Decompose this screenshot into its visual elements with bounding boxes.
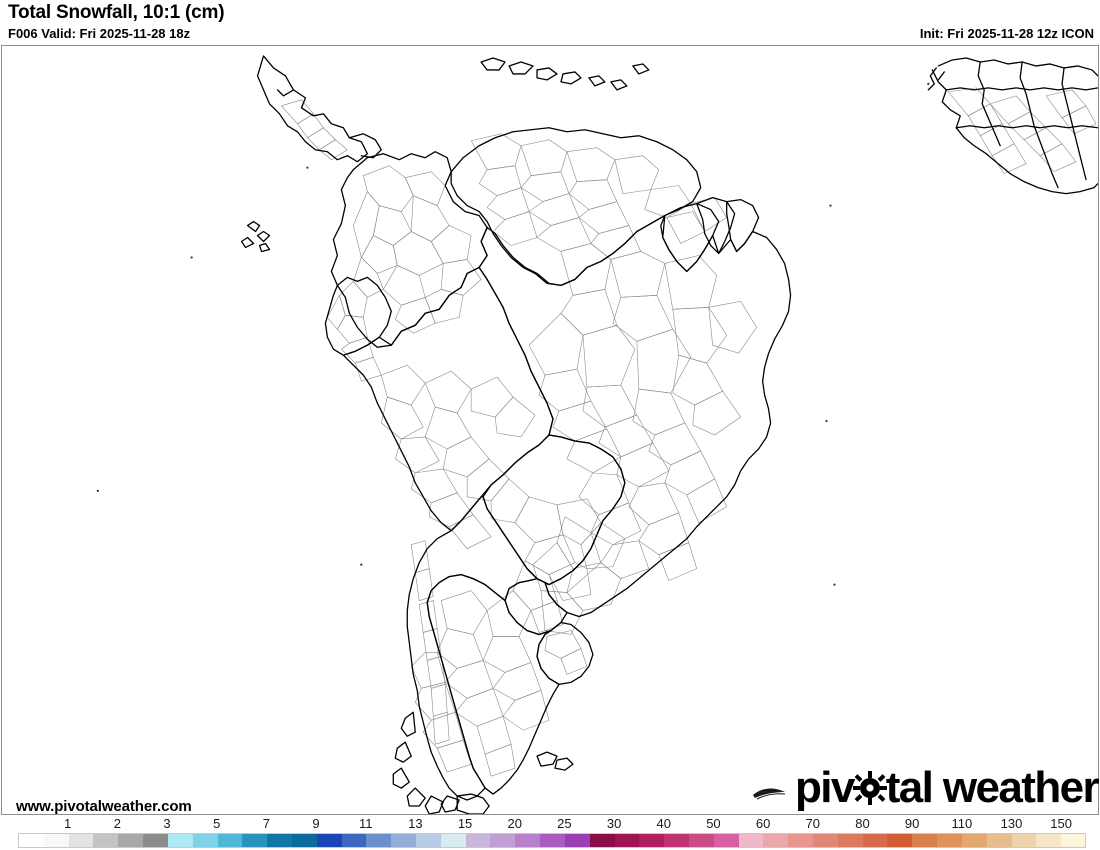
- colorbar-segment: [267, 834, 292, 847]
- colorbar-tick-label: 2: [113, 816, 121, 831]
- map-vector-layer: [2, 46, 1098, 814]
- colorbar-segment: [465, 834, 491, 847]
- colorbar-tick-label: 70: [805, 816, 821, 831]
- colorbar-segment: [515, 834, 541, 847]
- colorbar-tick-label: 7: [262, 816, 270, 831]
- colorbar-tick-label: 60: [755, 816, 771, 831]
- page-header: Total Snowfall, 10:1 (cm) F006 Valid: Fr…: [0, 0, 1100, 46]
- colorbar[interactable]: 1 2 3 5 7 9 11 13 15 20 25 30 40 50 60 70 80 90 110 130 150: [0, 816, 1100, 850]
- colorbar-segment: [118, 834, 144, 847]
- colorbar-segment: [664, 834, 689, 847]
- colorbar-segment: [316, 834, 342, 847]
- colorbar-segment: [192, 834, 218, 847]
- admin-boundaries-layer: [280, 87, 1097, 777]
- colorbar-segment: [93, 834, 119, 847]
- colorbar-segment: [1061, 834, 1085, 847]
- colorbar-segment: [887, 834, 913, 847]
- colorbar-segment: [862, 834, 888, 847]
- colorbar-segment: [813, 834, 838, 847]
- colorbar-tick-label: 110: [951, 816, 973, 831]
- colorbar-segment: [341, 834, 367, 847]
- colorbar-segment: [291, 834, 317, 847]
- island-dots-layer: [96, 82, 930, 586]
- colorbar-segment: [68, 834, 94, 847]
- colorbar-tick-label: 9: [312, 816, 320, 831]
- colorbar-tick-label: 50: [706, 816, 721, 831]
- colorbar-tick-label: 3: [163, 816, 171, 831]
- site-url-watermark: www.pivotalweather.com: [16, 798, 192, 815]
- colorbar-tick-label: 1: [64, 816, 72, 831]
- colorbar-tick-labels: 1 2 3 5 7 9 11 13 15 20 25 30 40 50 60 70 80 90 110 130 150: [0, 816, 1100, 832]
- colorbar-segment: [242, 834, 268, 847]
- colorbar-segment: [763, 834, 789, 847]
- colorbar-segment: [1036, 834, 1062, 847]
- colorbar-segment: [738, 834, 764, 847]
- colorbar-segment: [217, 834, 243, 847]
- colorbar-segment: [143, 834, 168, 847]
- country-boundaries-layer: [240, 55, 1098, 814]
- colorbar-segment: [614, 834, 640, 847]
- colorbar-segment: [961, 834, 987, 847]
- colorbar-segment: [912, 834, 938, 847]
- map-canvas[interactable]: [1, 45, 1099, 815]
- colorbar-segment: [391, 834, 416, 847]
- colorbar-segment: [713, 834, 739, 847]
- colorbar-segment: [43, 834, 69, 847]
- colorbar-tick-label: 90: [904, 816, 920, 831]
- forecast-meta-row: F006 Valid: Fri 2025-11-28 18z Init: Fri…: [0, 26, 1100, 44]
- colorbar-tick-label: 30: [606, 816, 622, 831]
- colorbar-segment: [986, 834, 1012, 847]
- colorbar-tick-label: 25: [557, 816, 572, 831]
- colorbar-segment: [540, 834, 565, 847]
- colorbar-segment: [19, 834, 44, 847]
- colorbar-segment: [1011, 834, 1037, 847]
- colorbar-segment: [564, 834, 590, 847]
- colorbar-segment: [937, 834, 962, 847]
- colorbar-tick-label: 13: [408, 816, 423, 831]
- colorbar-segment: [589, 834, 615, 847]
- colorbar-tick-label: 11: [358, 816, 373, 831]
- colorbar-segment: [837, 834, 863, 847]
- colorbar-segment: [639, 834, 665, 847]
- colorbar-segment: [490, 834, 516, 847]
- colorbar-tick-label: 150: [1050, 816, 1073, 831]
- colorbar-segment: [416, 834, 441, 847]
- colorbar-tick-label: 130: [1000, 816, 1023, 831]
- colorbar-strip[interactable]: [18, 833, 1086, 848]
- model-init-time: Init: Fri 2025-11-28 12z ICON: [919, 26, 1094, 41]
- colorbar-segment: [167, 834, 193, 847]
- colorbar-segment: [440, 834, 466, 847]
- colorbar-tick-label: 40: [656, 816, 671, 831]
- colorbar-segment: [788, 834, 813, 847]
- colorbar-tick-label: 80: [855, 816, 870, 831]
- forecast-valid-time: F006 Valid: Fri 2025-11-28 18z: [8, 26, 191, 41]
- colorbar-tick-label: 5: [213, 816, 221, 831]
- page-title: Total Snowfall, 10:1 (cm): [8, 2, 225, 23]
- colorbar-tick-label: 20: [507, 816, 522, 831]
- colorbar-segment: [688, 834, 714, 847]
- colorbar-tick-label: 15: [457, 816, 473, 831]
- colorbar-segment: [366, 834, 392, 847]
